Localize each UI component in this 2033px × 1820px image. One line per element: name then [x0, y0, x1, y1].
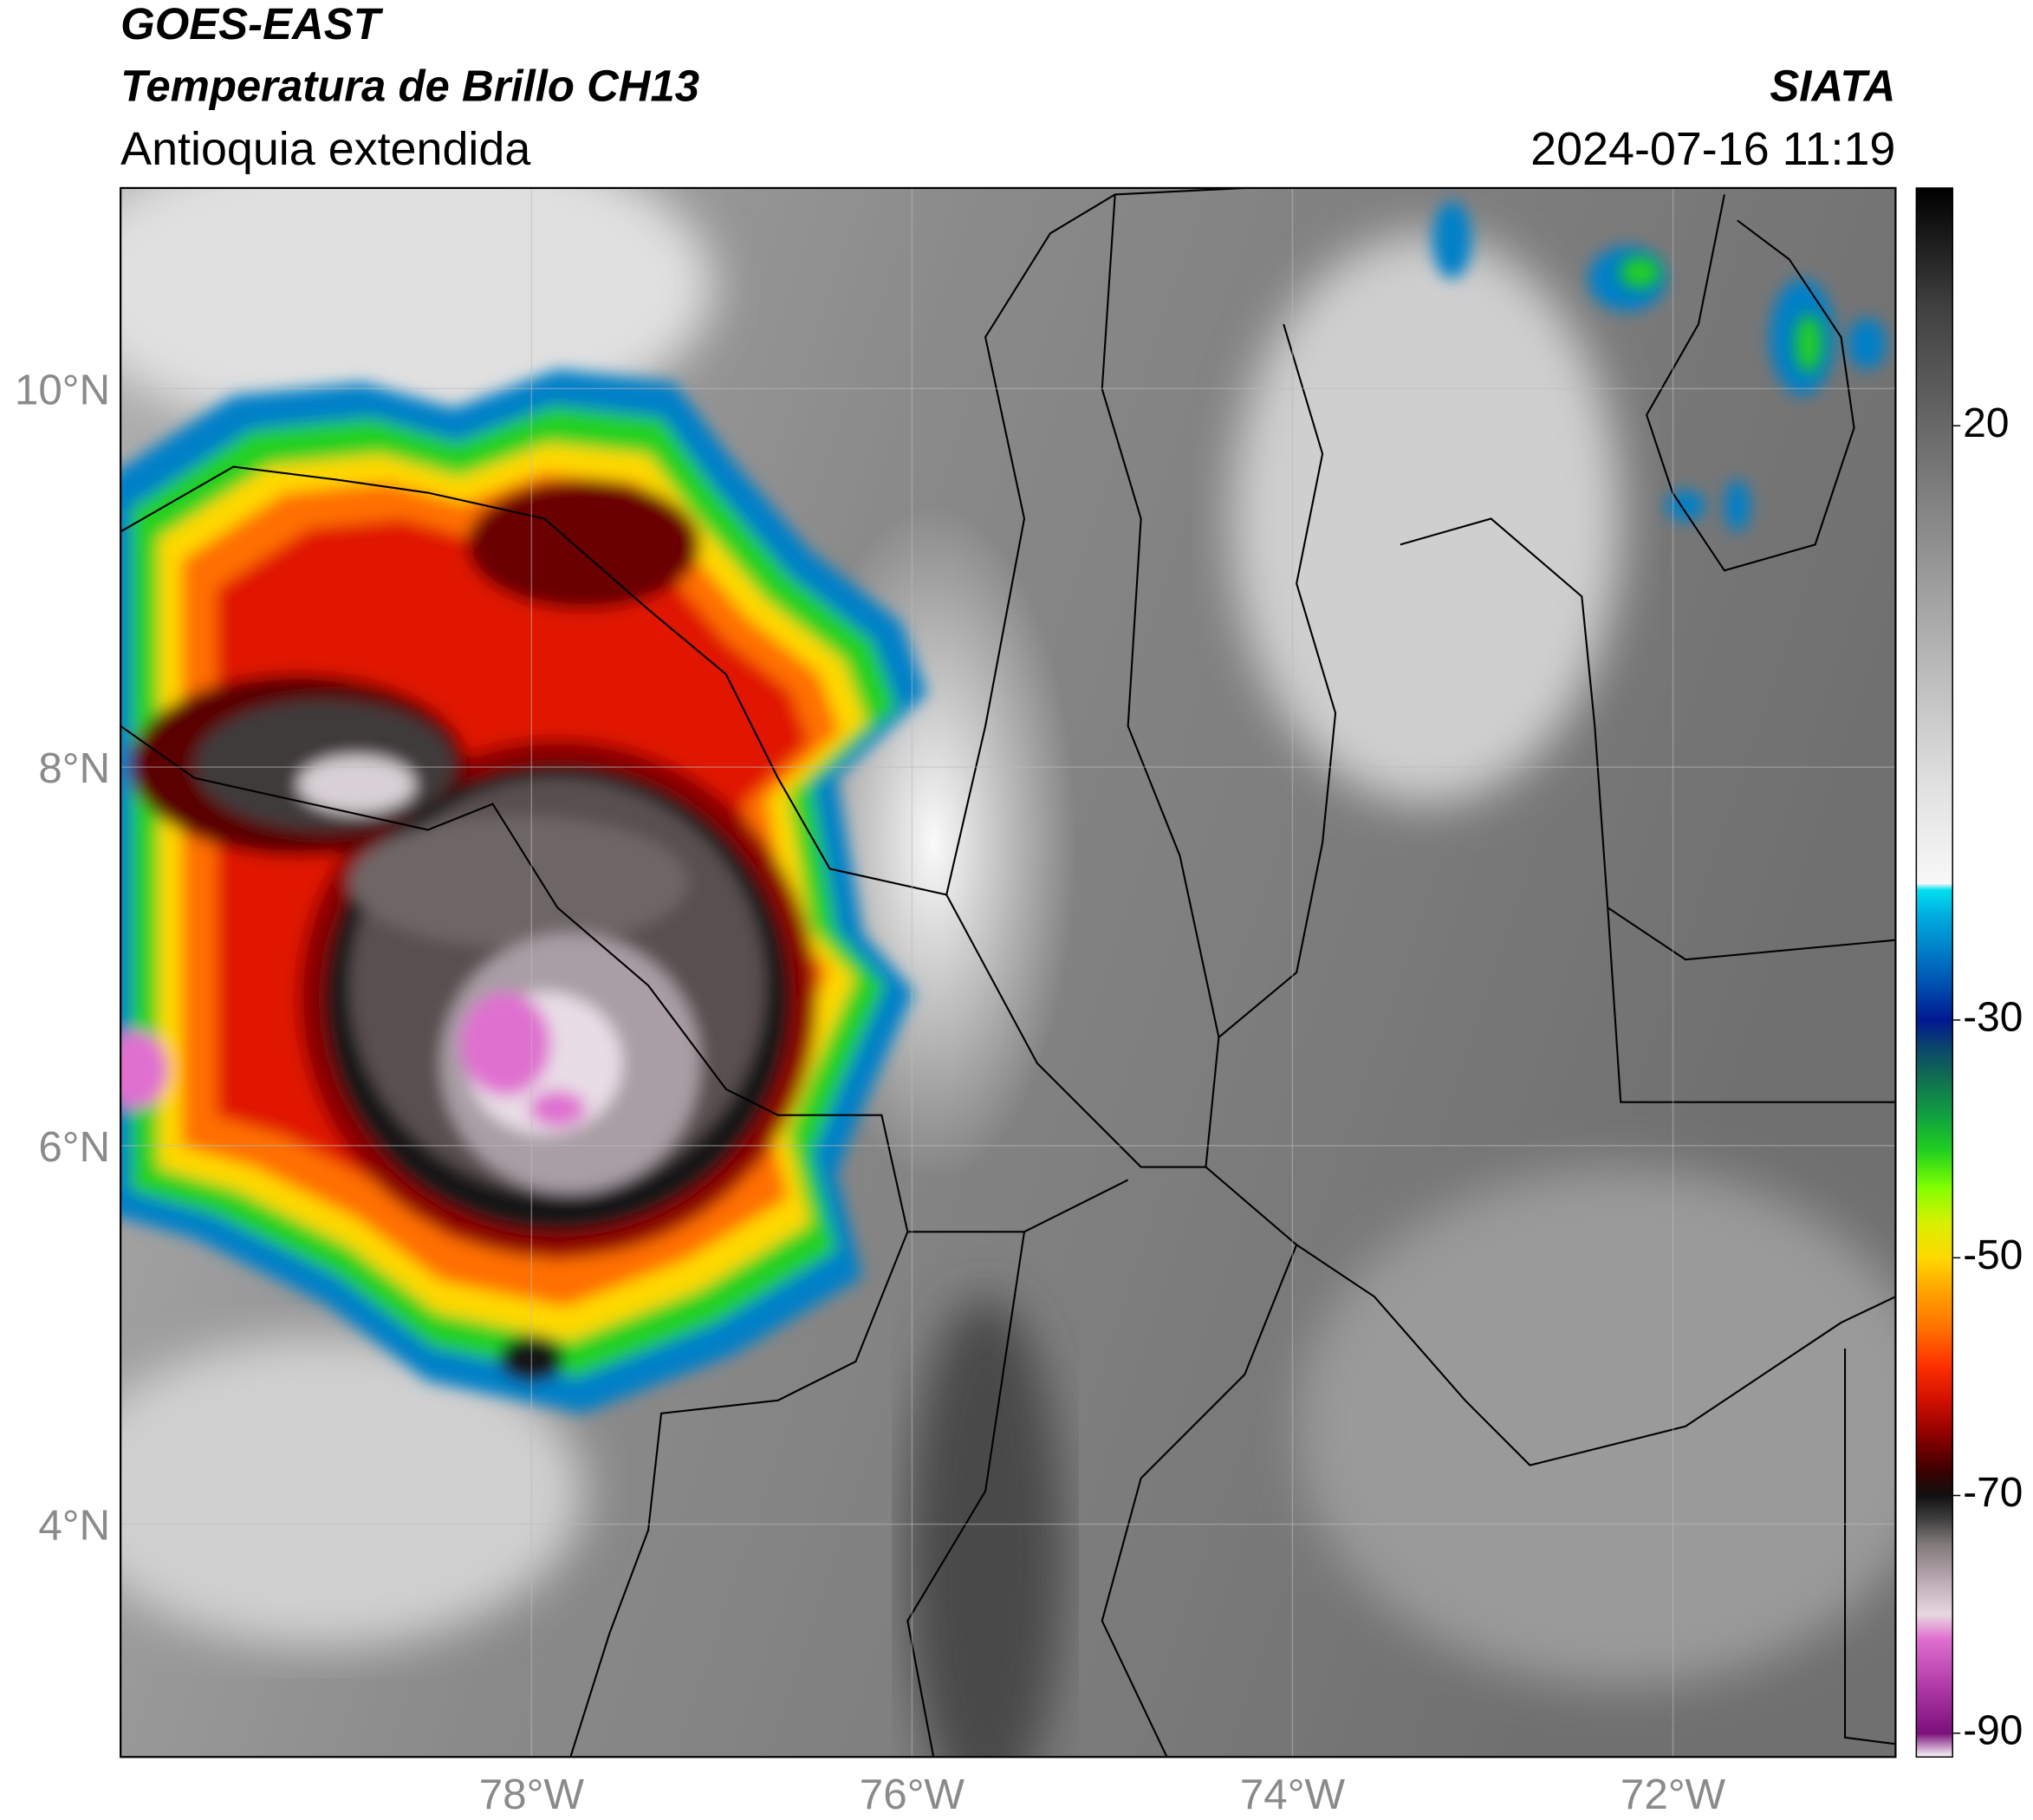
product: Temperatura de Brillo CH13	[120, 62, 699, 111]
colorbar-segment	[1916, 1019, 1953, 1045]
x-tick-label: 78°W	[479, 1771, 585, 1818]
y-tick-label: 8°N	[38, 744, 110, 792]
colorbar-segment	[1916, 1186, 1953, 1223]
map-frame	[120, 186, 1897, 1758]
colorbar-segment	[1916, 1472, 1953, 1497]
colorbar-tick-label: -70	[1963, 1470, 2023, 1516]
colorbar-segment	[1916, 1495, 1953, 1520]
colorbar-frame	[1915, 187, 1953, 1758]
x-tick-label: 72°W	[1621, 1771, 1726, 1818]
colorbar-segment	[1916, 889, 1953, 914]
colorbar-segment	[1916, 426, 1953, 546]
colorbar-segment	[1916, 948, 1953, 985]
colorbar-segment	[1916, 1685, 1953, 1734]
colorbar-segment	[1916, 984, 1953, 1021]
datetime: 2024-07-16 11:19	[1530, 123, 1895, 175]
colorbar-segment	[1916, 1435, 1953, 1472]
colorbar-segment	[1916, 1258, 1953, 1295]
colorbar-segment	[1916, 187, 1953, 308]
colorbar-segment	[1916, 1293, 1953, 1330]
y-tick-label: 10°N	[15, 366, 110, 413]
x-tick-label: 74°W	[1240, 1771, 1346, 1818]
colorbar-segment	[1916, 1400, 1953, 1437]
colorbar-segment	[1916, 1578, 1953, 1615]
colorbar-segment	[1916, 663, 1953, 783]
colorbar-segment	[1916, 1079, 1953, 1116]
colorbar-tick-label: -50	[1963, 1232, 2023, 1278]
colorbar-segment	[1916, 1364, 1953, 1401]
colorbar-segment	[1916, 913, 1953, 950]
satellite-image	[120, 187, 1896, 1758]
colorbar-tick-label: -30	[1963, 995, 2023, 1041]
colorbar-segment	[1916, 1543, 1953, 1580]
y-tick-label: 6°N	[38, 1123, 110, 1171]
region: Antioquia extendida	[120, 123, 530, 175]
source: GOES-EAST	[120, 0, 383, 49]
colorbar-segment	[1916, 1638, 1953, 1687]
colorbar-tick-label: 20	[1963, 400, 2009, 446]
colorbar: 20 -30 -50 -70 -90	[1916, 187, 2023, 1758]
colorbar-tick-label: -90	[1963, 1707, 2023, 1753]
colorbar-segment	[1916, 1518, 1953, 1544]
colorbar-segment	[1916, 782, 1953, 885]
y-tick-label: 4°N	[38, 1502, 110, 1550]
colorbar-segment	[1916, 307, 1953, 426]
colorbar-segment	[1916, 1614, 1953, 1639]
colorbar-segment	[1916, 1043, 1953, 1081]
colorbar-segment	[1916, 1115, 1953, 1152]
colorbar-segment	[1916, 883, 1953, 890]
colorbar-segment	[1916, 1222, 1953, 1259]
colorbar-segment	[1916, 544, 1953, 665]
colorbar-segment	[1916, 1329, 1953, 1366]
org: SIATA	[1770, 62, 1895, 111]
colorbar-segment	[1916, 1150, 1953, 1187]
grid	[120, 187, 1896, 1758]
x-tick-label: 76°W	[860, 1771, 965, 1818]
colorbar-segment	[1916, 1732, 1953, 1758]
